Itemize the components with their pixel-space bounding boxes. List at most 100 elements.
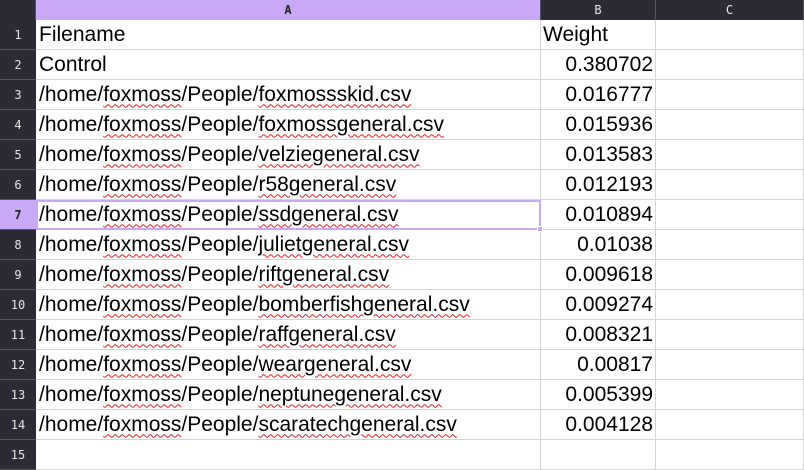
row-header[interactable]: 12 <box>0 350 36 380</box>
table-row: 1 Filename Weight <box>0 20 804 50</box>
misspelled-word: foxmossskid.csv <box>258 82 412 106</box>
table-row: 6/home/foxmoss/People/r58general.csv 0.01… <box>0 170 804 200</box>
cell-c[interactable] <box>656 260 804 290</box>
cell-text: /home/ <box>39 202 104 226</box>
cell-text: /People/ <box>181 322 259 346</box>
cell-a[interactable]: /home/foxmoss/People/neptunegeneral.csv <box>36 380 541 410</box>
cell-c[interactable] <box>656 20 804 50</box>
cell-a[interactable]: /home/foxmoss/People/r58general.csv <box>36 170 541 200</box>
cell-text: /home/ <box>39 292 104 316</box>
cell-c[interactable] <box>656 50 804 80</box>
misspelled-word: foxmossgeneral.csv <box>258 112 445 136</box>
cell-b[interactable] <box>541 440 656 470</box>
column-header-row: A B C <box>0 0 804 20</box>
row-header[interactable]: 5 <box>0 140 36 170</box>
cell-b[interactable]: 0.012193 <box>541 170 656 200</box>
cell-b[interactable]: 0.00817 <box>541 350 656 380</box>
row-header[interactable]: 13 <box>0 380 36 410</box>
cell-c[interactable] <box>656 410 804 440</box>
cell-b[interactable]: 0.013583 <box>541 140 656 170</box>
column-header-a[interactable]: A <box>36 0 541 20</box>
row-header[interactable]: 8 <box>0 230 36 260</box>
cell-c[interactable] <box>656 350 804 380</box>
misspelled-word: riftgeneral.csv <box>258 262 390 286</box>
cell-b[interactable]: 0.015936 <box>541 110 656 140</box>
table-row: 5/home/foxmoss/People/velziegeneral.csv 0… <box>0 140 804 170</box>
table-row: 7/home/foxmoss/People/ssdgeneral.csv 0.01… <box>0 200 804 230</box>
cell-c[interactable] <box>656 80 804 110</box>
misspelled-word: foxmoss <box>103 292 182 316</box>
row-header[interactable]: 11 <box>0 320 36 350</box>
cell-b[interactable]: 0.010894 <box>541 200 656 230</box>
misspelled-word: foxmoss <box>103 202 182 226</box>
row-header[interactable]: 1 <box>0 20 36 50</box>
column-header-c[interactable]: C <box>656 0 804 20</box>
table-row: 3/home/foxmoss/People/foxmossskid.csv 0.0… <box>0 80 804 110</box>
table-row: 12/home/foxmoss/People/weargeneral.csv 0.… <box>0 350 804 380</box>
table-row: 9/home/foxmoss/People/riftgeneral.csv 0.0… <box>0 260 804 290</box>
cell-a[interactable]: /home/foxmoss/People/weargeneral.csv <box>36 350 541 380</box>
fill-handle[interactable] <box>537 226 543 232</box>
row-header[interactable]: 14 <box>0 410 36 440</box>
row-header[interactable]: 6 <box>0 170 36 200</box>
misspelled-word: foxmoss <box>103 262 182 286</box>
cell-c[interactable] <box>656 170 804 200</box>
table-row: 2 Control 0.380702 <box>0 50 804 80</box>
cell-text: /home/ <box>39 112 104 136</box>
cell-c[interactable] <box>656 320 804 350</box>
row-header[interactable]: 3 <box>0 80 36 110</box>
cell-b[interactable]: 0.005399 <box>541 380 656 410</box>
cell-text: /People/ <box>181 352 259 376</box>
cell-a[interactable]: Filename <box>36 20 541 50</box>
cell-a[interactable]: /home/foxmoss/People/ssdgeneral.csv <box>36 200 541 230</box>
table-row: 11/home/foxmoss/People/raffgeneral.csv 0.… <box>0 320 804 350</box>
misspelled-word: r58general.csv <box>258 172 397 196</box>
cell-c[interactable] <box>656 230 804 260</box>
cell-a[interactable]: /home/foxmoss/People/foxmossskid.csv <box>36 80 541 110</box>
cell-a[interactable]: /home/foxmoss/People/raffgeneral.csv <box>36 320 541 350</box>
cell-text: /People/ <box>181 202 259 226</box>
select-all-corner[interactable] <box>0 0 36 20</box>
cell-c[interactable] <box>656 290 804 320</box>
cell-b[interactable]: 0.004128 <box>541 410 656 440</box>
cell-b[interactable]: Weight <box>541 20 656 50</box>
misspelled-word: bomberfishgeneral.csv <box>258 292 470 316</box>
cell-a[interactable]: /home/foxmoss/People/scaratechgeneral.cs… <box>36 410 541 440</box>
cell-b[interactable]: 0.008321 <box>541 320 656 350</box>
cell-a[interactable]: /home/foxmoss/People/foxmossgeneral.csv <box>36 110 541 140</box>
row-header[interactable]: 15 <box>0 440 36 470</box>
cell-b[interactable]: 0.380702 <box>541 50 656 80</box>
cell-text: Filename <box>39 22 126 46</box>
cell-text: /home/ <box>39 262 104 286</box>
cell-c[interactable] <box>656 200 804 230</box>
cell-a[interactable]: Control <box>36 50 541 80</box>
cell-b[interactable]: 0.016777 <box>541 80 656 110</box>
cell-c[interactable] <box>656 440 804 470</box>
row-header[interactable]: 4 <box>0 110 36 140</box>
misspelled-word: foxmoss <box>103 352 182 376</box>
row-header[interactable]: 9 <box>0 260 36 290</box>
table-row: 13/home/foxmoss/People/neptunegeneral.cs… <box>0 380 804 410</box>
cell-b[interactable]: 0.009618 <box>541 260 656 290</box>
row-header[interactable]: 2 <box>0 50 36 80</box>
cell-a[interactable]: /home/foxmoss/People/bomberfishgeneral.c… <box>36 290 541 320</box>
row-header[interactable]: 7 <box>0 200 36 230</box>
row-header[interactable]: 10 <box>0 290 36 320</box>
cell-text: /home/ <box>39 82 104 106</box>
cell-b[interactable]: 0.009274 <box>541 290 656 320</box>
cell-c[interactable] <box>656 110 804 140</box>
cell-b[interactable]: 0.01038 <box>541 230 656 260</box>
cell-text: /home/ <box>39 382 104 406</box>
cell-a[interactable] <box>36 440 541 470</box>
cell-c[interactable] <box>656 380 804 410</box>
cell-text: /People/ <box>181 382 259 406</box>
misspelled-word: neptunegeneral.csv <box>258 382 442 406</box>
cell-a[interactable]: /home/foxmoss/People/riftgeneral.csv <box>36 260 541 290</box>
column-header-b[interactable]: B <box>541 0 656 20</box>
cell-a[interactable]: /home/foxmoss/People/velziegeneral.csv <box>36 140 541 170</box>
cell-c[interactable] <box>656 140 804 170</box>
cell-text: /home/ <box>39 232 104 256</box>
table-row: 8/home/foxmoss/People/julietgeneral.csv 0… <box>0 230 804 260</box>
cell-a[interactable]: /home/foxmoss/People/julietgeneral.csv <box>36 230 541 260</box>
